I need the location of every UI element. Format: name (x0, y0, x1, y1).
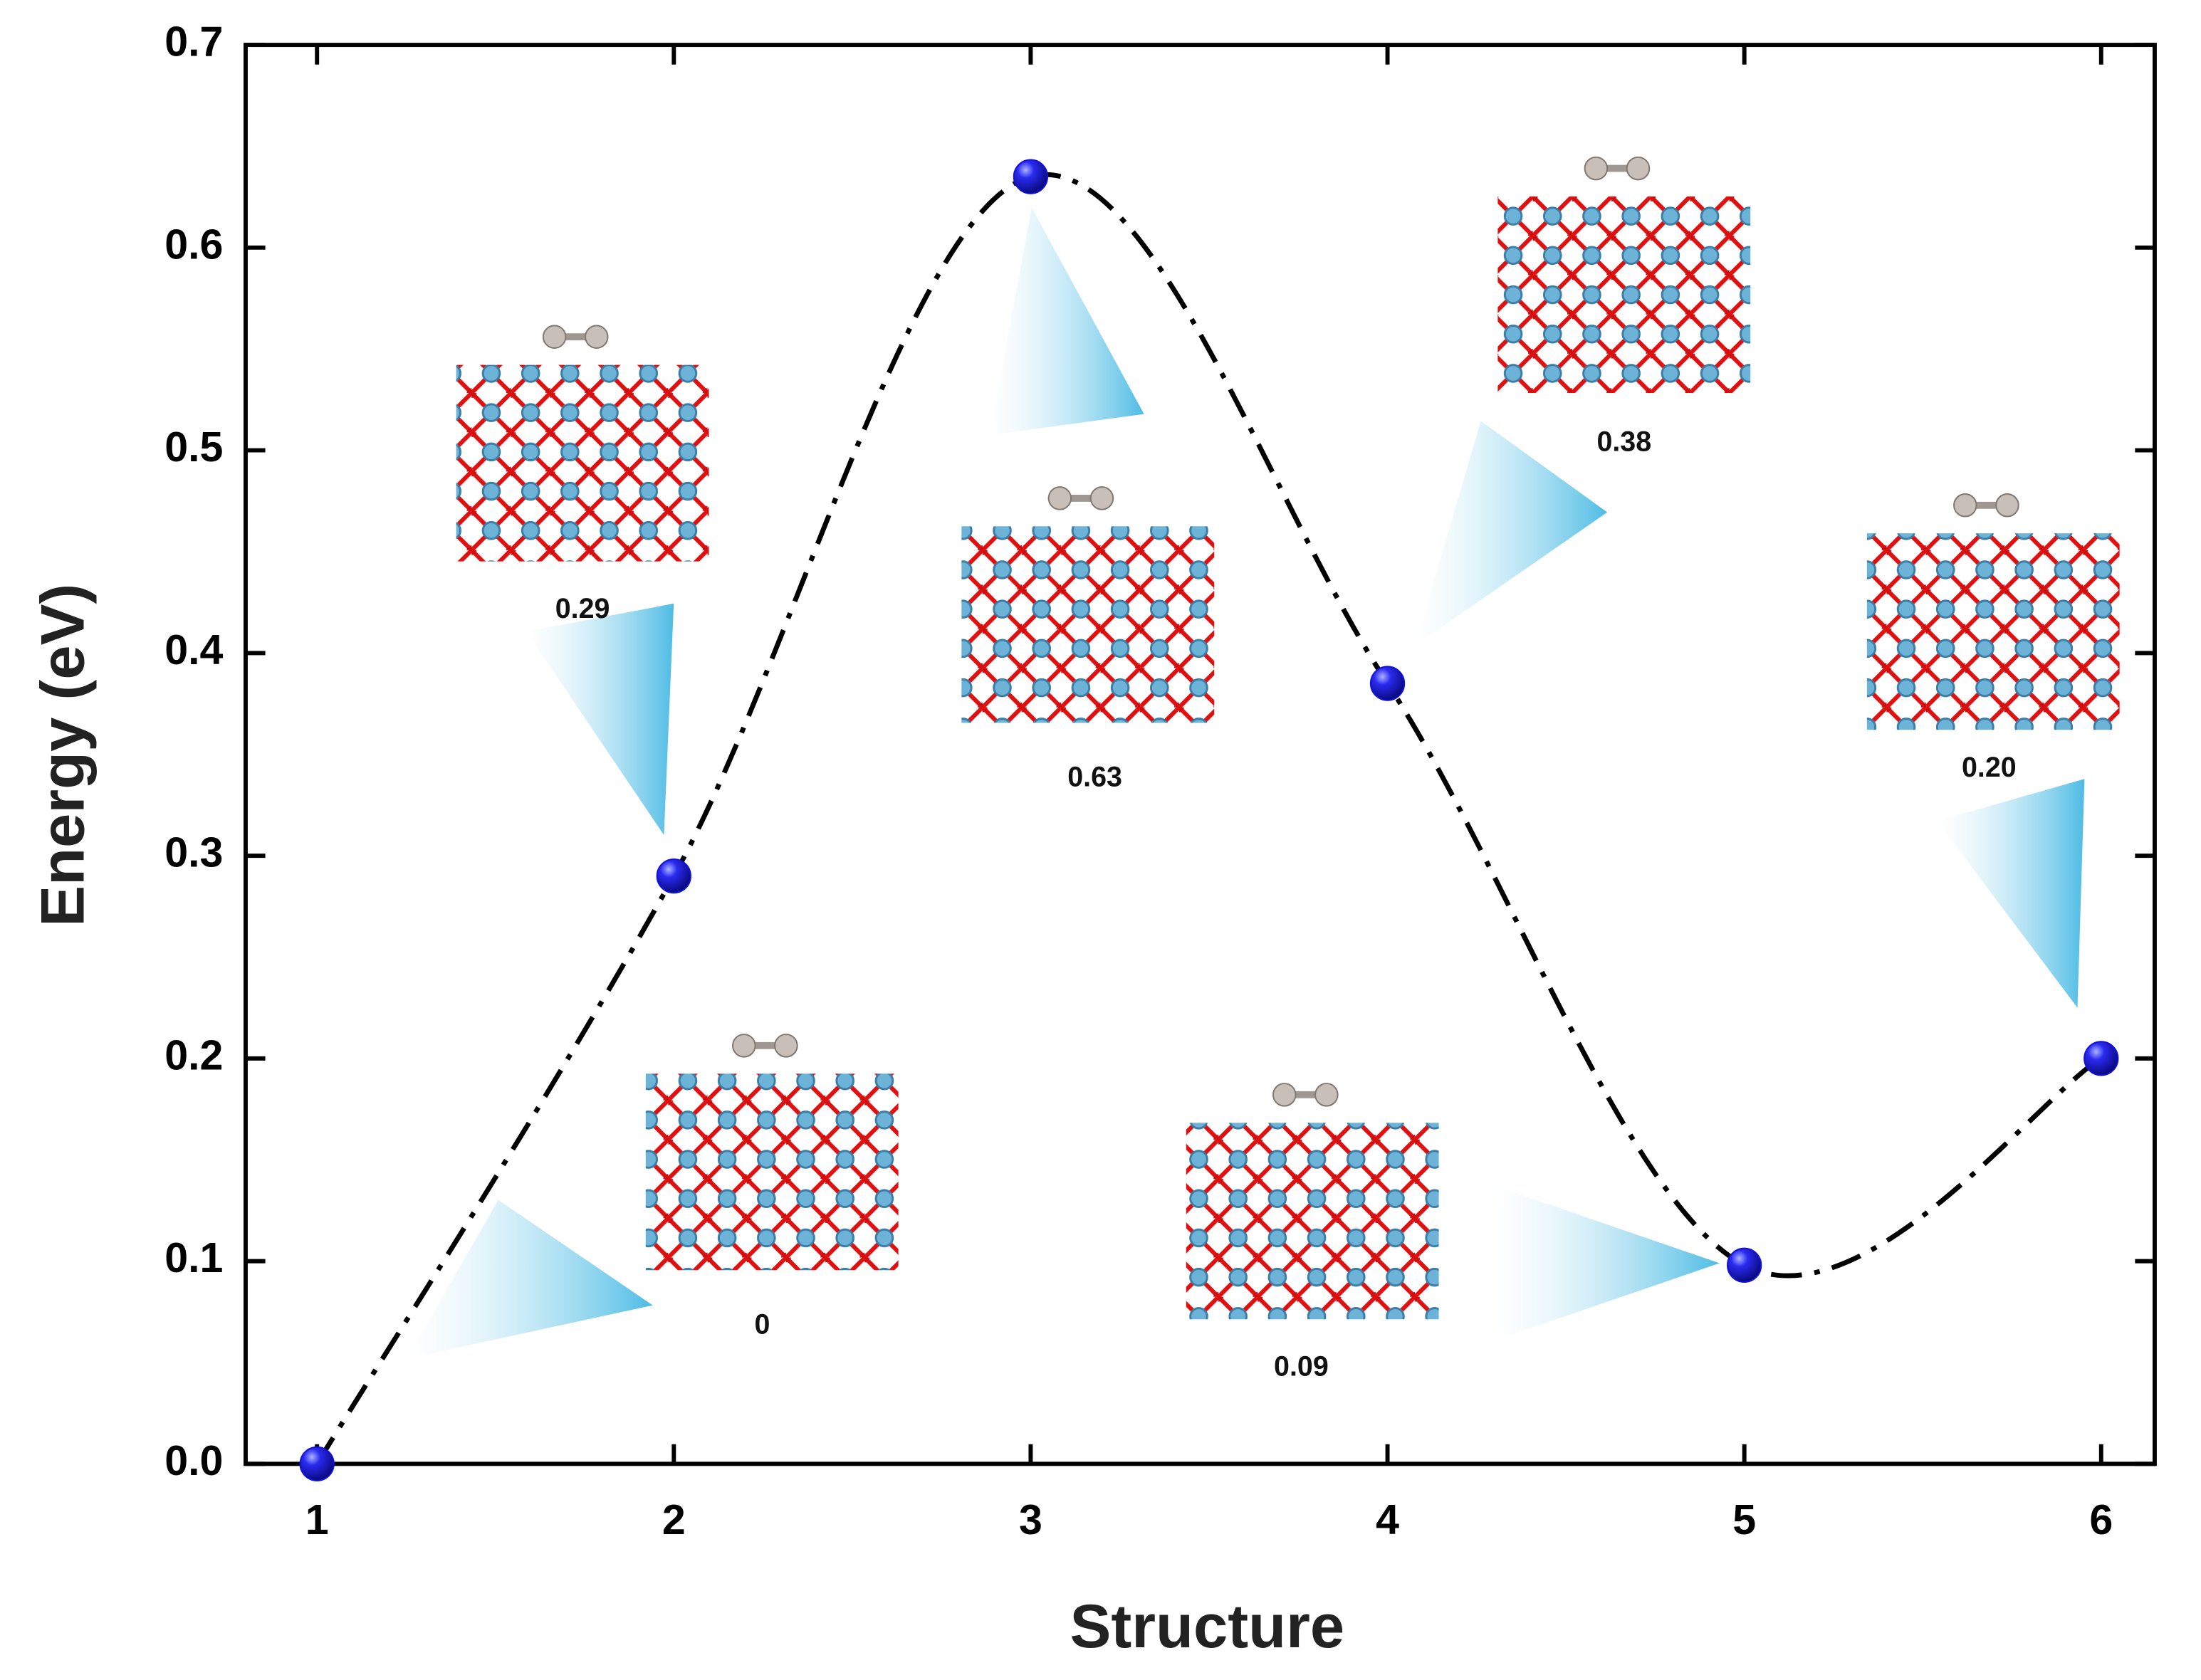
molecule-atom (1314, 1083, 1339, 1107)
y-tick-label: 0.0 (164, 1437, 223, 1484)
pointer (989, 207, 1144, 436)
molecule-atom (1953, 493, 1977, 518)
data-point (1369, 666, 1406, 701)
y-tick-label: 0.1 (164, 1234, 223, 1281)
y-axis-title: Energy (eV) (28, 584, 98, 927)
annotation: 0.38 (1596, 426, 1651, 457)
data-point (299, 1446, 335, 1482)
annotation: 0.29 (555, 593, 610, 624)
molecule-atom (1626, 156, 1651, 181)
molecule-atom (774, 1034, 798, 1058)
molecule-atom (1047, 486, 1072, 510)
data-point (1013, 159, 1049, 194)
crystal-structure (961, 526, 1215, 723)
x-tick-label: 2 (662, 1496, 686, 1543)
molecule-atom (1995, 493, 2019, 518)
molecule-atom (1272, 1083, 1297, 1107)
pointer (1415, 421, 1608, 646)
x-tick-label: 3 (1019, 1496, 1042, 1543)
molecule-atom (732, 1034, 756, 1058)
crystal-structure (1497, 196, 1751, 394)
crystal-structure (456, 364, 709, 562)
data-point (656, 858, 691, 894)
y-tick-label: 0.7 (164, 18, 223, 65)
crystal-structure (1186, 1123, 1439, 1320)
y-tick-label: 0.3 (164, 829, 223, 876)
x-tick-label: 5 (1732, 1496, 1756, 1543)
x-tick-label: 1 (305, 1496, 329, 1543)
molecule-atom (1089, 486, 1114, 510)
x-tick-label: 4 (1376, 1496, 1399, 1543)
annotation: 0.63 (1067, 762, 1122, 793)
molecule-atom (585, 325, 609, 349)
curve (315, 172, 2103, 1466)
pointer (1937, 779, 2085, 1008)
molecule-atom (542, 325, 567, 349)
pointer (1495, 1185, 1720, 1340)
pointer (407, 1199, 653, 1359)
annotation: 0.20 (1962, 752, 2017, 783)
molecule-atom (1584, 156, 1609, 181)
annotation: 0.09 (1274, 1351, 1329, 1382)
data-point (2084, 1041, 2119, 1076)
pointer (526, 603, 674, 836)
y-tick-label: 0.6 (164, 220, 223, 268)
y-tick-label: 0.4 (164, 626, 223, 673)
annotation: 0 (754, 1309, 770, 1340)
structures (407, 156, 2120, 1359)
x-axis-title: Structure (1070, 1592, 1345, 1661)
crystal-structure (645, 1073, 899, 1271)
y-tick-label: 0.5 (164, 423, 223, 471)
x-tick-label: 6 (2089, 1496, 2113, 1543)
crystal-structure (1866, 533, 2120, 730)
y-tick-label: 0.2 (164, 1031, 223, 1078)
data-point (1727, 1247, 1762, 1283)
plot-frame (244, 43, 2157, 1466)
